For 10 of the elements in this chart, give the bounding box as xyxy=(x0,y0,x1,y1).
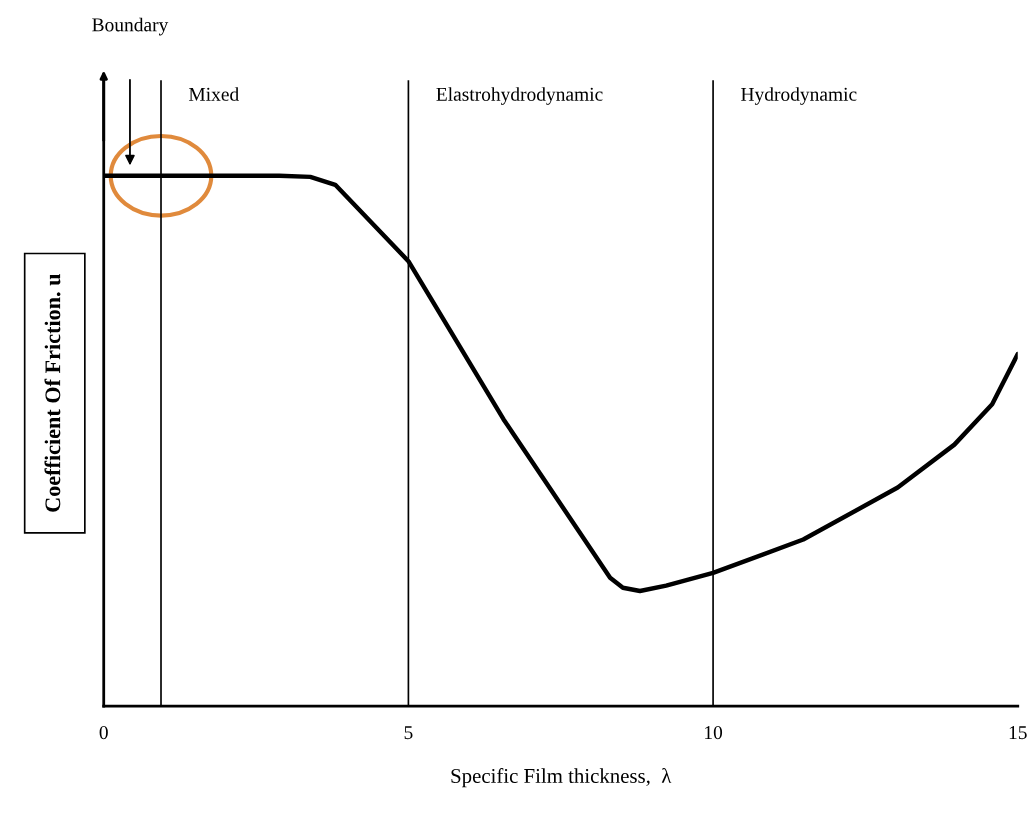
x-tick-label: 10 xyxy=(705,726,723,740)
ref-line-label: Mixed xyxy=(188,87,239,101)
x-tick-label: 0 xyxy=(99,726,108,740)
ref-line-label: Elastrohydrodynamic xyxy=(436,87,603,105)
x-axis-title: Specific Film thickness, λ xyxy=(451,768,672,788)
text: Boundary xyxy=(92,17,169,36)
x-tick-label: 15 xyxy=(1009,726,1027,740)
y-axis-title: Coefficient Of Friction. u xyxy=(44,274,61,512)
x-tick-label: 5 xyxy=(404,726,413,740)
ref-line-label: Hydrodynamic xyxy=(741,87,857,105)
